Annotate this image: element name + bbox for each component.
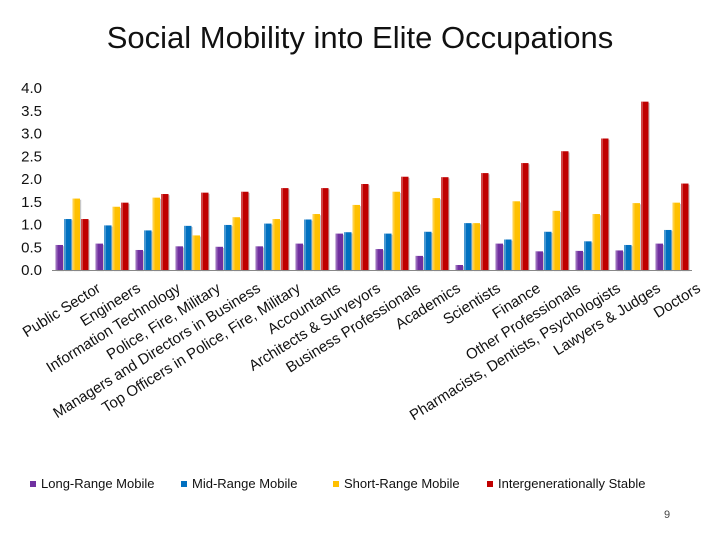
bar-long-range-mobile — [175, 246, 185, 272]
legend-swatch — [181, 481, 187, 487]
bar-short-range-mobile — [552, 210, 562, 272]
bar-long-range-mobile — [95, 243, 105, 272]
bar-short-range-mobile — [232, 217, 242, 272]
bar-intergenerationally-stable — [201, 192, 210, 272]
bar-intergenerationally-stable — [401, 176, 410, 272]
y-tick-label: 2.5 — [21, 148, 42, 165]
legend-label: Mid-Range Mobile — [192, 476, 298, 491]
legend-item: Intergenerationally Stable — [487, 476, 645, 491]
y-tick-label: 1.0 — [21, 217, 42, 234]
bar-short-range-mobile — [312, 214, 322, 272]
y-tick-label: 0.0 — [21, 262, 42, 279]
x-tick-label: Doctors — [651, 280, 704, 322]
bar-intergenerationally-stable — [81, 219, 90, 272]
bar-long-range-mobile — [495, 243, 505, 272]
bar-mid-range-mobile — [144, 230, 153, 272]
bar-long-range-mobile — [135, 249, 145, 272]
bar-intergenerationally-stable — [601, 138, 610, 272]
legend-label: Intergenerationally Stable — [498, 476, 646, 491]
bar-long-range-mobile — [455, 264, 465, 272]
bar-short-range-mobile — [512, 201, 522, 272]
bar-long-range-mobile — [615, 250, 625, 272]
legend-swatch — [30, 481, 36, 487]
bar-mid-range-mobile — [664, 229, 673, 272]
bar-short-range-mobile — [472, 223, 482, 272]
bar-long-range-mobile — [215, 246, 225, 272]
bar-intergenerationally-stable — [681, 183, 690, 272]
legend-item: Short-Range Mobile — [333, 476, 460, 491]
bar-mid-range-mobile — [624, 244, 633, 272]
legend-swatch — [487, 481, 493, 487]
bar-mid-range-mobile — [224, 224, 233, 272]
bar-mid-range-mobile — [544, 231, 553, 272]
legend-item: Long-Range Mobile — [30, 476, 154, 491]
bar-long-range-mobile — [255, 246, 265, 272]
page-number: 9 — [664, 509, 671, 521]
bar-short-range-mobile — [392, 191, 402, 272]
bar-long-range-mobile — [575, 250, 585, 272]
bar-mid-range-mobile — [424, 231, 433, 272]
bar-mid-range-mobile — [384, 233, 393, 272]
legend-swatch — [333, 481, 339, 487]
y-tick-label: 4.0 — [21, 80, 42, 97]
bar-long-range-mobile — [55, 244, 65, 272]
bar-mid-range-mobile — [504, 239, 513, 272]
bar-intergenerationally-stable — [241, 191, 250, 272]
bar-short-range-mobile — [352, 204, 362, 272]
legend-label: Long-Range Mobile — [41, 476, 155, 491]
bar-intergenerationally-stable — [521, 163, 530, 272]
bar-mid-range-mobile — [464, 223, 473, 272]
y-tick-label: 3.5 — [21, 103, 42, 120]
bar-intergenerationally-stable — [641, 101, 650, 272]
bar-mid-range-mobile — [304, 219, 313, 272]
bar-short-range-mobile — [672, 202, 682, 272]
bar-mid-range-mobile — [584, 241, 593, 272]
bar-intergenerationally-stable — [481, 173, 490, 272]
bar-short-range-mobile — [432, 198, 442, 272]
bar-short-range-mobile — [112, 206, 122, 272]
bar-short-range-mobile — [152, 197, 162, 272]
y-tick-label: 1.5 — [21, 194, 42, 211]
bar-short-range-mobile — [192, 235, 202, 272]
bar-mid-range-mobile — [344, 232, 353, 272]
bar-long-range-mobile — [535, 251, 545, 272]
bar-long-range-mobile — [375, 249, 385, 272]
chart-title: Social Mobility into Elite Occupations — [106, 20, 614, 55]
bar-mid-range-mobile — [184, 225, 193, 272]
bar-intergenerationally-stable — [161, 194, 170, 272]
bar-short-range-mobile — [632, 203, 642, 272]
y-tick-label: 0.5 — [21, 239, 42, 256]
bar-intergenerationally-stable — [321, 188, 330, 272]
bar-long-range-mobile — [335, 233, 345, 272]
chart-legend: Long-Range Mobile Mid-Range Mobile Short-R… — [0, 476, 720, 496]
bar-intergenerationally-stable — [561, 151, 570, 272]
bar-long-range-mobile — [415, 255, 425, 272]
y-tick-label: 3.0 — [21, 126, 42, 143]
bar-long-range-mobile — [655, 243, 665, 272]
bar-intergenerationally-stable — [281, 188, 290, 272]
legend-label: Short-Range Mobile — [344, 476, 460, 491]
bar-mid-range-mobile — [64, 219, 73, 272]
bar-short-range-mobile — [592, 214, 602, 272]
bar-short-range-mobile — [72, 198, 82, 272]
bar-short-range-mobile — [272, 219, 282, 272]
legend-item: Mid-Range Mobile — [181, 476, 298, 491]
y-tick-label: 2.0 — [21, 171, 42, 188]
bar-long-range-mobile — [295, 243, 305, 272]
bar-intergenerationally-stable — [361, 184, 370, 272]
bar-mid-range-mobile — [264, 223, 273, 272]
bar-mid-range-mobile — [104, 225, 113, 272]
bar-intergenerationally-stable — [441, 177, 450, 272]
bar-intergenerationally-stable — [121, 202, 130, 272]
